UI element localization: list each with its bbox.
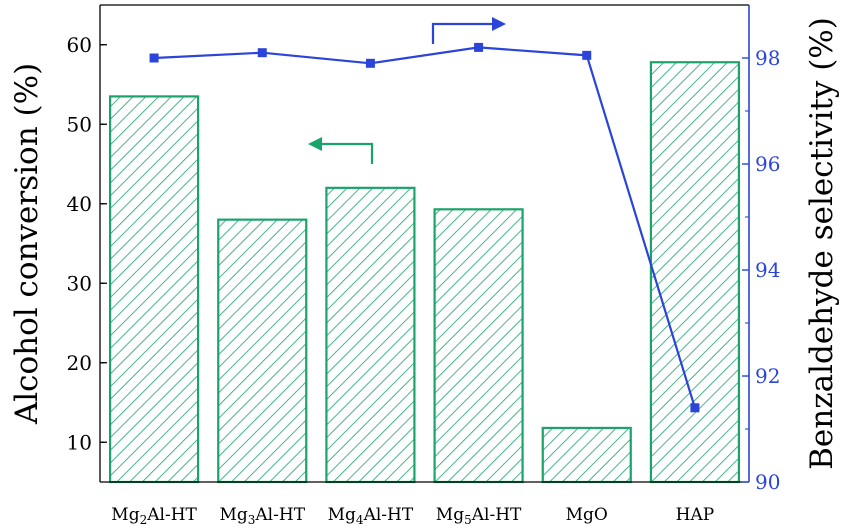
- bar: [649, 61, 741, 484]
- right-tick-label: 90: [755, 470, 780, 494]
- category-label: Mg4Al-HT: [328, 505, 414, 527]
- line-point: [690, 403, 700, 413]
- axes-layer: [99, 4, 750, 483]
- category-label: Mg3Al-HT: [219, 505, 305, 527]
- line-point: [149, 53, 159, 63]
- bar: [541, 426, 632, 484]
- right-tick-label: 98: [755, 46, 780, 70]
- bar: [433, 208, 524, 484]
- line-point: [257, 48, 267, 58]
- line-point: [365, 58, 375, 68]
- bar: [217, 218, 308, 484]
- bars-layer: [108, 61, 741, 484]
- left-tick-label: 20: [67, 351, 92, 375]
- category-label: Mg5Al-HT: [436, 505, 522, 527]
- right-arrow-shaft: [431, 22, 493, 44]
- annotations-layer: [308, 17, 506, 164]
- left-tick-label: 60: [67, 33, 92, 57]
- category-label: Mg2Al-HT: [111, 505, 197, 527]
- left-tick-label: 40: [67, 192, 92, 216]
- left-tick-label: 10: [67, 430, 92, 454]
- line-layer: [149, 42, 700, 413]
- left-tick-label: 50: [67, 112, 92, 136]
- left-arrow-head: [308, 137, 322, 151]
- left-arrow-shaft: [320, 142, 374, 164]
- bar: [108, 95, 200, 484]
- y-axis-left-title: Alcohol conversion (%): [9, 63, 45, 425]
- y-axis-right-title: Benzaldehyde selectivity (%): [804, 17, 840, 470]
- bar: [325, 186, 416, 484]
- right-tick-label: 96: [755, 152, 780, 176]
- category-label: MgO: [566, 505, 608, 525]
- right-arrow-head: [492, 17, 506, 31]
- line-point: [582, 50, 592, 60]
- left-tick-label: 30: [67, 271, 92, 295]
- category-label: HAP: [676, 505, 715, 525]
- right-tick-label: 92: [755, 364, 780, 388]
- right-tick-label: 94: [755, 258, 780, 282]
- line-point: [474, 42, 484, 52]
- selectivity-line: [154, 46, 696, 409]
- labels-layer: 10 20 30 40 50 60 90 92 94 96 98 Mg2Al-HT Mg3Al-HT Mg…: [9, 17, 840, 527]
